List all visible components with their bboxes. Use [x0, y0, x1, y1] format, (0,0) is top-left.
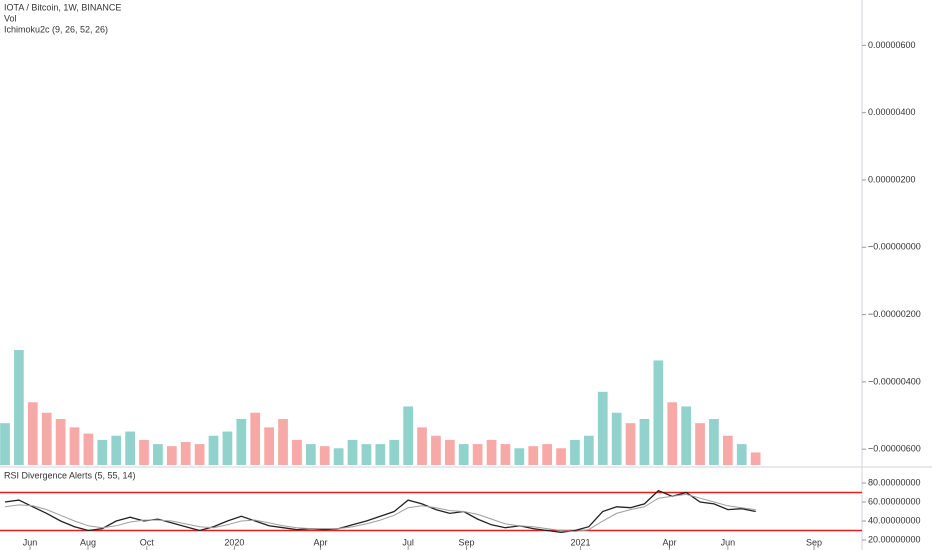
volume-bar: [542, 444, 553, 465]
y-tick-label: 80.00000000: [868, 477, 921, 487]
volume-bar: [431, 435, 441, 465]
x-tick-label: Jun: [721, 537, 736, 547]
volume-bar: [403, 406, 413, 465]
x-tick-label: Apr: [314, 537, 328, 547]
volume-bar: [292, 439, 302, 465]
volume-bar: [709, 419, 719, 465]
volume-bar: [570, 439, 580, 465]
volume-bar: [27, 402, 38, 465]
volume-bar: [389, 439, 400, 465]
volume-bar: [667, 402, 678, 465]
volume-bar: [736, 444, 747, 465]
chart-title: IOTA / Bitcoin, 1W, BINANCE: [4, 2, 121, 12]
y-tick-label: −0.00000200: [868, 309, 921, 319]
volume-bar: [97, 439, 108, 465]
volume-bar: [653, 360, 664, 465]
volume-bar: [250, 412, 261, 465]
volume-bar: [556, 448, 566, 465]
volume-bar: [166, 446, 177, 465]
rsi-title: RSI Divergence Alerts (5, 55, 14): [4, 470, 136, 480]
volume-bar: [41, 412, 52, 465]
volume-bar: [125, 431, 135, 465]
x-tick-label: Oct: [140, 537, 155, 547]
indicator-label: Vol: [4, 13, 17, 23]
x-tick-label: Sep: [806, 537, 822, 547]
volume-bar: [722, 435, 733, 465]
volume-bar: [625, 423, 636, 465]
volume-bar: [361, 444, 372, 465]
volume-bar: [333, 448, 344, 465]
volume-bar: [83, 433, 94, 465]
volume-bar: [486, 439, 497, 465]
volume-bar: [111, 435, 122, 465]
y-tick-label: 60.00000000: [868, 496, 921, 506]
x-tick-label: Aug: [80, 537, 96, 547]
volume-bar: [695, 423, 705, 465]
volume-bar: [375, 444, 386, 465]
volume-bar: [208, 435, 219, 465]
volume-bar: [264, 427, 274, 465]
y-tick-label: 40.00000000: [868, 515, 921, 525]
y-tick-label: 0.00000400: [868, 107, 916, 117]
volume-bar: [305, 444, 316, 465]
volume-bar: [14, 350, 24, 465]
y-tick-label: 0.00000600: [868, 40, 916, 50]
y-tick-label: −0.00000600: [868, 444, 921, 454]
x-tick-label: Sep: [459, 537, 475, 547]
volume-bar: [500, 444, 511, 465]
volume-bar: [639, 419, 650, 465]
volume-bar: [417, 427, 427, 465]
volume-bar: [222, 431, 233, 465]
volume-bar: [444, 439, 455, 465]
volume-bar: [139, 439, 149, 465]
x-tick-label: Jul: [402, 537, 414, 547]
y-tick-label: 20.00000000: [868, 534, 921, 544]
x-tick-label: Jun: [23, 537, 38, 547]
x-tick-label: 2020: [224, 537, 244, 547]
y-tick-label: −0.00000400: [868, 376, 921, 386]
volume-bar: [0, 423, 10, 465]
rsi-line: [4, 489, 756, 534]
indicator-label: Ichimoku2c (9, 26, 52, 26): [4, 24, 108, 34]
volume-bar: [194, 444, 205, 465]
volume-bar: [514, 448, 525, 465]
x-tick-label: Apr: [662, 537, 676, 547]
volume-bar: [472, 444, 483, 465]
volume-bar: [347, 439, 358, 465]
volume-bar: [69, 427, 80, 465]
volume-bar: [153, 444, 163, 465]
volume-bar: [236, 419, 247, 465]
volume-bar: [180, 442, 191, 465]
volume-bar: [583, 435, 594, 465]
volume-bar: [611, 412, 622, 465]
volume-bar: [319, 446, 330, 465]
x-tick-label: 2021: [570, 537, 590, 547]
volume-bar: [528, 446, 539, 465]
volume-bar: [750, 452, 761, 465]
volume-bar: [597, 391, 608, 465]
volume-bar: [278, 419, 288, 465]
volume-bar: [55, 419, 66, 465]
y-tick-label: 0.00000200: [868, 174, 916, 184]
y-tick-label: −0.00000000: [868, 242, 921, 252]
volume-bar: [458, 444, 469, 465]
volume-bar: [681, 406, 692, 465]
rsi-line: [4, 493, 756, 533]
